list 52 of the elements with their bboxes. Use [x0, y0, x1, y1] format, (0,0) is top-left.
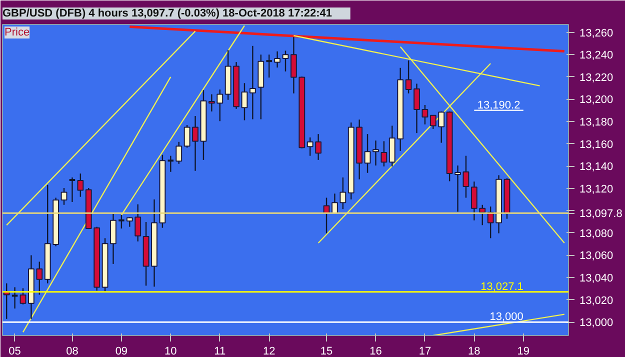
- y-tick-label: 13,200: [580, 94, 614, 106]
- series-label: 13,190.2: [477, 99, 520, 112]
- y-tick-label: 13,240: [580, 50, 614, 62]
- x-tick-label: 18: [468, 346, 480, 357]
- candlestick: [166, 155, 175, 172]
- candlestick: [110, 213, 116, 265]
- y-tick-label: 13,140: [580, 161, 614, 174]
- candlestick: [20, 288, 26, 305]
- candlestick: [241, 82, 248, 121]
- candlestick: [364, 133, 371, 174]
- candlestick: [282, 50, 289, 72]
- candlestick: [77, 172, 84, 198]
- y-tick-label: 13,160: [580, 138, 614, 151]
- y-tick-label: 13,120: [580, 183, 614, 196]
- candlestick: [470, 180, 478, 221]
- candlestick: [265, 54, 273, 78]
- y-tick-label: 13,020: [580, 294, 614, 307]
- x-tick-label: 15: [320, 346, 333, 357]
- candlestick: [380, 140, 388, 167]
- candlestick: [274, 50, 281, 68]
- x-tick-label: 10: [164, 346, 177, 357]
- x-tick-label: 09: [115, 346, 128, 357]
- candlestick: [372, 140, 379, 166]
- x-tick-label: 08: [66, 346, 78, 357]
- x-tick-label: 17: [418, 346, 432, 357]
- x-tick-label: 12: [262, 346, 276, 357]
- y-tick-label: 13,080: [580, 228, 614, 240]
- candlestick: [176, 141, 182, 164]
- x-tick-label: 16: [370, 346, 382, 357]
- y-tick-label: 13,180: [580, 116, 614, 128]
- x-tick-label: 19: [517, 346, 530, 357]
- ref-line-label: 13,097.8: [580, 208, 622, 220]
- candlestick: [68, 176, 76, 203]
- y-tick-label: 13,060: [580, 250, 614, 262]
- candlestick: [462, 155, 470, 198]
- candlestick: [10, 286, 19, 310]
- y-tick-label: 13,000: [580, 317, 614, 330]
- candlestick: [249, 45, 256, 120]
- ref-line-label: 13,027.1: [480, 280, 524, 293]
- x-tick-label: 05: [8, 346, 21, 357]
- ref-line-label: 13,000: [490, 311, 524, 324]
- candlestick: [118, 214, 126, 230]
- y-tick-label: 13,220: [580, 72, 614, 84]
- x-tick-label: 11: [214, 346, 226, 357]
- y-tick-label: 13,040: [580, 272, 614, 285]
- candlestick: [340, 176, 346, 210]
- candlestick: [479, 204, 486, 226]
- annotation: Price: [4, 26, 30, 38]
- candlestick: [60, 187, 68, 206]
- y-tick-label: 13,260: [580, 27, 614, 40]
- candlestick: [332, 193, 338, 214]
- chart-title: GBP/USD (DFB) 4 hours 13,097.7 (-0.03%) 18-Oct-2018 17:22:41: [2, 8, 332, 20]
